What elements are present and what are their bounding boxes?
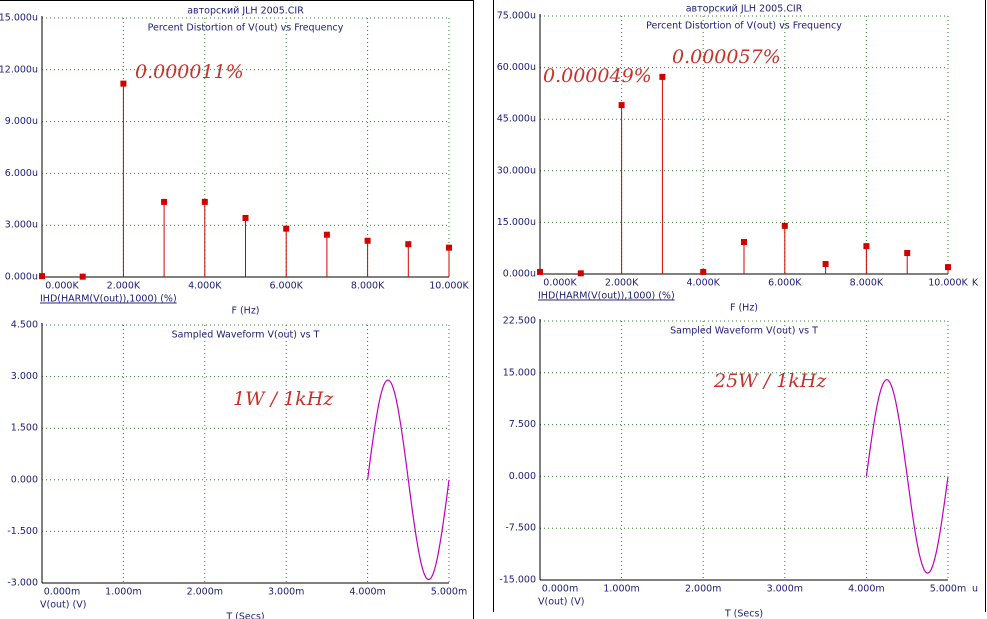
y-tick-label: 3.000u [5, 220, 38, 231]
annotation: 0.000057% [672, 46, 781, 68]
y-tick-label: 0.000 [11, 474, 38, 485]
x-tick-label: 0.000m [44, 587, 80, 598]
y-tick-label: -15.000 [499, 575, 536, 586]
x-tick-label: 4.000m [349, 587, 385, 598]
stem-marker [822, 261, 829, 268]
x-tick-label: 10.000K [429, 281, 469, 292]
y-tick-label: 15.000u [497, 217, 536, 228]
stem-marker [618, 102, 625, 109]
x-tick-label: 6.000K [269, 281, 303, 292]
y-tick-label: 1.500 [11, 423, 38, 434]
x-tick-label: 0.000K [45, 281, 79, 292]
x-tick-label: 4.000K [686, 278, 720, 289]
y-tick-label: -7.500 [505, 523, 536, 534]
x-tick-label: 8.000K [850, 278, 884, 289]
x-tick-label: 3.000m [268, 587, 304, 598]
annotation: 25W / 1kHz [713, 370, 827, 392]
y-tick-label: 9.000u [5, 116, 38, 127]
x-axis-label: F (Hz) [231, 306, 259, 317]
x-tick-label: 10.000K [928, 278, 968, 289]
stem-marker [659, 73, 666, 80]
chart-title: Sampled Waveform V(out) vs T [670, 326, 818, 337]
stem-marker [283, 225, 290, 232]
stem-marker [79, 273, 86, 280]
waveform [865, 379, 949, 574]
stem-marker [323, 231, 330, 238]
annotation: 1W / 1kHz [233, 388, 334, 410]
x-tick-label: 2.000K [107, 281, 141, 292]
stem-marker [904, 250, 911, 257]
stem-marker [242, 214, 249, 221]
x-tick-label: 3.000m [767, 584, 803, 595]
y-tick-label: 15.000 [503, 367, 536, 378]
x-tick-label: 1.000m [603, 584, 639, 595]
file-title: авторский JLH 2005.CIR [187, 6, 304, 17]
x-tick-label: 0.000m [542, 584, 578, 595]
stem-marker [120, 80, 127, 87]
y-tick-label: 30.000u [497, 165, 536, 176]
x-axis-label: T (Secs) [225, 612, 264, 619]
stem-marker [446, 244, 452, 251]
stem-marker [741, 239, 747, 246]
legend-entry: V(out) (V) [40, 600, 86, 611]
waveform [367, 379, 450, 581]
chart-title: Percent Distortion of V(out) vs Frequenc… [148, 23, 344, 34]
stem-marker [201, 198, 208, 205]
x-tick-label: 2.000m [685, 584, 721, 595]
x-tick-label: 4.000K [188, 281, 222, 292]
annotation: 0.000011% [135, 61, 244, 83]
x-tick-label: 2.000m [187, 587, 223, 598]
y-tick-label: 3.000 [11, 371, 38, 382]
x-tick-label: 5.000m [431, 587, 467, 598]
y-tick-label: 75.000u [497, 11, 536, 22]
x-tick-label: 8.000K [351, 281, 385, 292]
y-tick-label: 22.500 [503, 316, 536, 327]
x-unit: u [972, 584, 978, 595]
stem-marker [537, 268, 543, 275]
x-axis-label: T (Secs) [724, 609, 763, 619]
stem-marker [863, 243, 870, 250]
stem-marker [781, 222, 788, 229]
stem-marker [577, 270, 584, 277]
stem-marker [161, 198, 168, 205]
x-axis-label: F (Hz) [730, 303, 758, 314]
y-tick-label: 6.000u [5, 168, 38, 179]
y-tick-label: 60.000u [497, 62, 536, 73]
stem-marker [700, 268, 707, 275]
stem-marker [945, 264, 951, 271]
y-tick-label: -3.000 [7, 578, 38, 589]
chart-title: Sampled Waveform V(out) vs T [172, 330, 320, 341]
y-tick-label: 0.000 [509, 471, 536, 482]
x-tick-label: 2.000K [605, 278, 639, 289]
y-tick-label: 12.000u [0, 64, 38, 75]
x-tick-label: 5.000m [930, 584, 966, 595]
y-tick-label: 0.000u [5, 272, 38, 283]
x-tick-label: 1.000m [105, 587, 141, 598]
stem-marker [39, 273, 45, 280]
chart-title: Percent Distortion of V(out) vs Frequenc… [646, 21, 842, 32]
x-tick-label: 4.000m [848, 584, 884, 595]
x-tick-label: 6.000K [768, 278, 802, 289]
legend-entry: IHD(HARM(V(out)),1000) (%) [40, 294, 177, 305]
legend-entry: V(out) (V) [538, 597, 584, 608]
y-tick-label: 0.000u [503, 269, 536, 280]
annotation: 0.000049% [543, 65, 652, 87]
x-tick-label: 0.000K [543, 278, 577, 289]
legend-entry: IHD(HARM(V(out)),1000) (%) [538, 291, 675, 302]
y-tick-label: 4.500 [11, 320, 38, 331]
x-unit: K [972, 278, 979, 289]
file-title: авторский JLH 2005.CIR [686, 4, 803, 15]
y-tick-label: 15.000u [0, 13, 38, 24]
y-tick-label: -1.500 [7, 526, 38, 537]
y-tick-label: 7.500 [509, 419, 536, 430]
y-tick-label: 45.000u [497, 114, 536, 125]
stem-marker [405, 241, 412, 248]
stem-marker [364, 237, 371, 244]
